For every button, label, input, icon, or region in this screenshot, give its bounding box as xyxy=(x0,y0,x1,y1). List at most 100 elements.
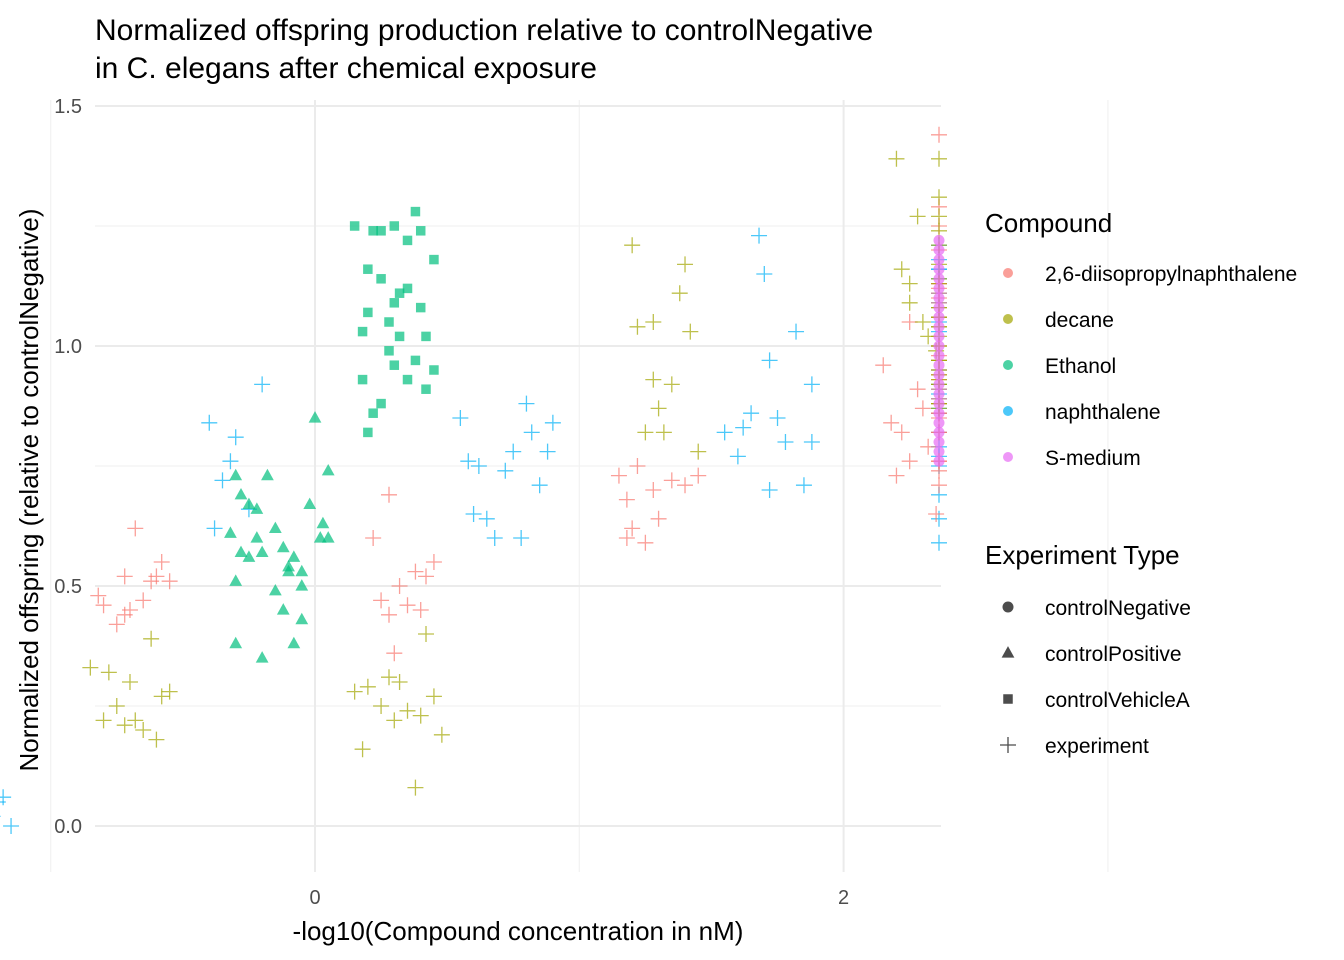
x-tick-label: 2 xyxy=(838,887,849,909)
data-point xyxy=(931,208,947,225)
legend-title-compound: Compound xyxy=(985,208,1112,238)
data-point xyxy=(214,472,231,489)
data-point xyxy=(470,458,487,474)
data-point xyxy=(743,405,760,422)
data-point xyxy=(531,477,548,494)
data-point xyxy=(287,636,301,649)
data-point xyxy=(933,446,945,458)
data-point xyxy=(914,400,931,417)
axis-ticks: 0240.00.51.01.5 xyxy=(54,96,849,909)
data-point xyxy=(316,516,330,529)
data-point xyxy=(893,261,910,278)
data-point xyxy=(391,674,408,690)
data-point xyxy=(650,400,667,417)
legend-key-experiment-type xyxy=(1003,694,1013,704)
data-point xyxy=(803,434,820,450)
data-point xyxy=(255,545,269,558)
data-point xyxy=(135,592,152,609)
data-point xyxy=(421,384,431,394)
data-point xyxy=(373,592,390,609)
data-point xyxy=(402,374,413,385)
data-point xyxy=(376,398,386,409)
data-point xyxy=(433,726,450,743)
legend-label-experiment-type: controlNegative xyxy=(1045,597,1191,620)
data-point xyxy=(933,417,945,429)
data-point xyxy=(394,331,405,342)
data-point xyxy=(497,462,514,479)
data-point xyxy=(95,712,112,729)
data-point xyxy=(629,458,646,474)
data-point xyxy=(0,801,6,803)
data-point xyxy=(410,206,421,217)
data-point xyxy=(206,520,223,537)
y-tick-label: 1.5 xyxy=(54,96,82,118)
data-point xyxy=(108,698,125,714)
data-point xyxy=(645,314,662,330)
data-point xyxy=(888,150,905,167)
data-point xyxy=(933,282,945,294)
data-point xyxy=(116,717,133,734)
legend-label-compound: Ethanol xyxy=(1045,355,1116,378)
data-point xyxy=(303,497,317,510)
data-point xyxy=(452,410,469,426)
data-point xyxy=(229,468,243,481)
data-point xyxy=(250,502,264,514)
data-point xyxy=(518,395,535,412)
legend-key-compound xyxy=(1003,268,1013,278)
data-point xyxy=(931,126,947,143)
data-point xyxy=(161,573,178,590)
legend-key-compound xyxy=(1003,360,1013,370)
data-point xyxy=(893,424,910,441)
data-point xyxy=(410,355,421,366)
data-point xyxy=(933,407,945,419)
data-point xyxy=(933,321,945,333)
data-point xyxy=(418,568,435,585)
data-point xyxy=(227,429,244,446)
data-point xyxy=(920,438,937,455)
data-point xyxy=(624,237,641,254)
data-point xyxy=(931,534,947,551)
legend-label-experiment-type: controlVehicleA xyxy=(1045,689,1190,712)
data-point xyxy=(761,482,778,498)
data-point xyxy=(229,574,243,586)
data-point xyxy=(399,597,416,614)
data-point xyxy=(127,520,144,537)
data-point xyxy=(914,314,931,330)
data-point xyxy=(544,414,561,431)
data-point xyxy=(0,789,12,806)
data-point xyxy=(933,263,945,275)
legend-label-experiment-type: controlPositive xyxy=(1045,643,1182,666)
data-point xyxy=(148,731,165,748)
data-point xyxy=(716,424,733,441)
data-point xyxy=(82,659,99,676)
data-point xyxy=(402,283,413,294)
legend-experiment-type: Experiment Type controlNegative controlPo… xyxy=(985,540,1191,758)
data-point xyxy=(788,323,805,340)
data-point xyxy=(650,510,667,527)
data-point xyxy=(933,244,945,256)
data-point xyxy=(425,554,442,570)
data-point xyxy=(386,712,403,729)
data-point xyxy=(222,453,239,470)
data-point xyxy=(368,408,378,418)
data-point xyxy=(671,285,688,302)
y-tick-label: 0.0 xyxy=(54,816,82,838)
legend-label-compound: 2,6-diisopropylnaphthalene xyxy=(1045,263,1297,286)
data-point xyxy=(637,424,654,441)
data-point xyxy=(933,426,945,438)
data-point xyxy=(425,688,442,705)
data-point xyxy=(486,530,503,546)
data-point xyxy=(95,597,112,614)
legend-label-compound: naphthalene xyxy=(1045,401,1161,424)
data-point xyxy=(3,818,20,834)
data-point xyxy=(618,530,635,546)
data-point xyxy=(933,455,945,467)
data-point xyxy=(513,530,530,546)
data-point xyxy=(933,254,945,266)
data-point xyxy=(933,388,945,400)
data-point xyxy=(127,712,144,729)
legend-label-experiment-type: experiment xyxy=(1045,735,1149,758)
data-point xyxy=(368,226,378,236)
legend-key-experiment-type xyxy=(1002,601,1014,613)
data-point xyxy=(901,275,918,292)
